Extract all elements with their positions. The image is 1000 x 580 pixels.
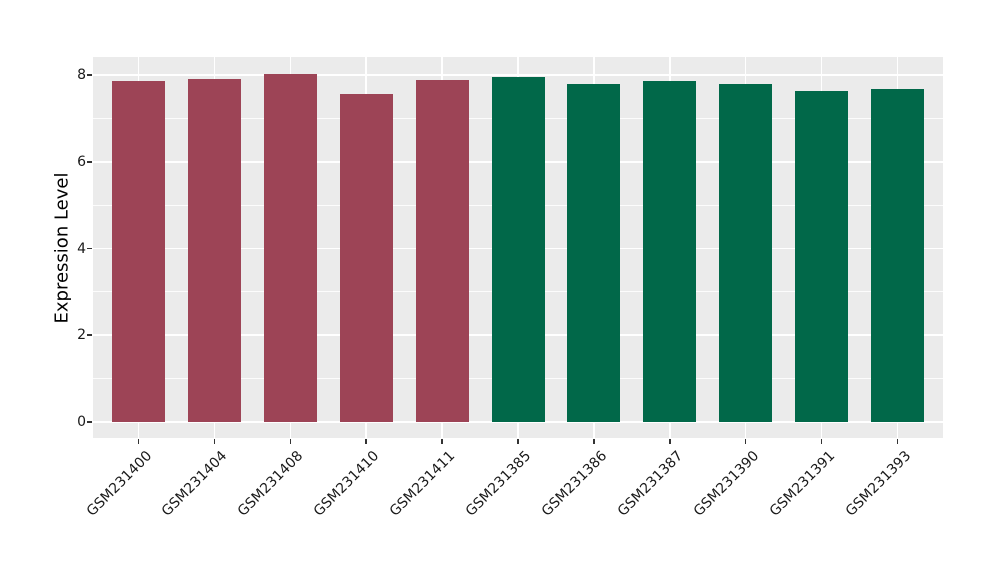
x-tick-mark (744, 438, 747, 444)
bar (719, 84, 773, 422)
bar (795, 91, 849, 422)
x-tick-mark (669, 438, 671, 444)
bar (112, 81, 165, 422)
x-tick-mark (365, 438, 367, 444)
x-tick-mark (896, 438, 899, 444)
bar (415, 79, 469, 422)
y-tick-label: 2 (77, 327, 86, 344)
x-tick-mark (289, 438, 292, 444)
x-tick-mark (593, 438, 595, 444)
y-tick-mark (87, 421, 92, 423)
bar (643, 81, 697, 422)
bar (567, 84, 621, 422)
plot-panel (93, 57, 943, 438)
x-tick-mark (517, 438, 519, 444)
y-tick-mark (87, 247, 92, 250)
x-tick-mark (137, 438, 140, 444)
y-tick-label: 6 (77, 153, 86, 170)
x-tick-mark (213, 438, 216, 444)
bar (871, 89, 924, 422)
y-tick-mark (87, 74, 92, 76)
y-tick-label: 0 (77, 414, 86, 430)
bar (263, 74, 317, 422)
x-tick-mark (820, 438, 823, 444)
bar (187, 78, 241, 422)
bar (491, 76, 545, 422)
x-tick-mark (441, 438, 443, 444)
y-tick-label: 8 (77, 67, 86, 83)
y-tick-mark (87, 334, 92, 337)
bar (339, 94, 393, 422)
y-tick-mark (87, 160, 92, 163)
y-tick-label: 4 (77, 240, 86, 257)
